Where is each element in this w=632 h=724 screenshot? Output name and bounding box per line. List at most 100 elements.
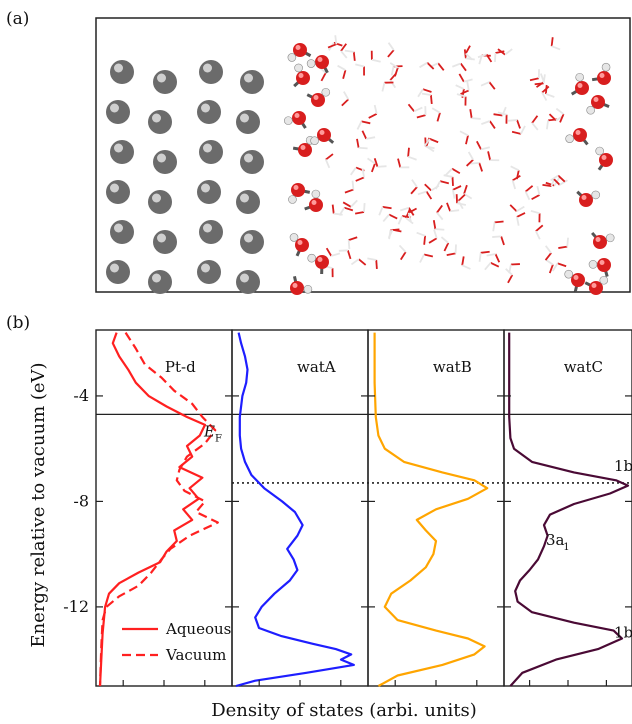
- oh-bond: [461, 264, 471, 270]
- oxygen-atom-highlight: [601, 155, 607, 160]
- hydrogen-atom: [303, 284, 313, 294]
- legend-entry: Aqueous: [165, 620, 231, 638]
- oh-bond: [333, 41, 343, 47]
- oh-bond: [516, 212, 526, 218]
- oh-bond: [548, 264, 554, 274]
- pt-atom-highlight: [201, 103, 210, 113]
- pt-atom: [236, 270, 260, 294]
- hydrogen-atom: [287, 53, 297, 62]
- oxygen-atom-highlight: [317, 257, 323, 262]
- oxygen-atom-highlight: [595, 237, 601, 242]
- oh-bond: [342, 69, 347, 80]
- pt-atom: [236, 110, 260, 134]
- oh-bond: [363, 202, 366, 213]
- oh-bond: [428, 237, 438, 244]
- oh-bond: [407, 155, 417, 161]
- oh-bond: [419, 61, 428, 69]
- oh-bond: [458, 73, 465, 83]
- orbital-label: 1b: [614, 457, 632, 475]
- oxygen-atom-highlight: [294, 113, 300, 118]
- oh-bond: [430, 94, 433, 105]
- subplot-frame: [503, 329, 632, 687]
- pt-atom: [153, 230, 177, 254]
- pt-atom: [148, 270, 172, 294]
- oh-bond: [370, 163, 376, 173]
- hydrogen-atom: [289, 233, 299, 242]
- oh-bond: [455, 84, 465, 90]
- dos-curve-aqueous: [98, 332, 207, 687]
- oxygen-atom: [579, 193, 593, 207]
- oxygen-atom-highlight: [319, 130, 325, 135]
- oh-bond: [516, 119, 521, 129]
- oh-bond: [373, 104, 378, 115]
- pt-atom: [106, 100, 130, 124]
- oh-bond: [424, 183, 432, 192]
- oh-bond: [465, 135, 469, 145]
- y-tick-label: -4: [73, 386, 89, 405]
- oh-bond: [478, 162, 483, 172]
- oh-bond: [531, 115, 539, 124]
- oh-bond: [333, 212, 343, 216]
- oh-bond: [437, 62, 445, 71]
- pt-atom-highlight: [157, 233, 166, 243]
- oh-bond: [460, 89, 470, 95]
- y-tick-label: -8: [73, 491, 89, 510]
- oh-bond: [550, 174, 559, 182]
- oh-bond: [355, 63, 365, 68]
- pt-atom: [106, 180, 130, 204]
- oh-bond: [480, 250, 490, 254]
- pt-atom-highlight: [110, 103, 119, 113]
- oh-bond: [529, 77, 540, 82]
- subplot-title: watC: [564, 358, 603, 376]
- oh-bond: [425, 145, 435, 153]
- panel-b-label: (b): [6, 313, 30, 333]
- subplot-title: Pt-d: [165, 358, 196, 376]
- oxygen-atom-highlight: [298, 73, 304, 78]
- oh-bond: [443, 174, 453, 178]
- pt-atom-highlight: [240, 273, 249, 283]
- oh-bond: [346, 250, 352, 260]
- oh-bond: [397, 158, 402, 168]
- oh-bond: [351, 180, 355, 190]
- oh-bond: [463, 193, 473, 200]
- hydrogen-atom: [599, 275, 609, 285]
- oh-bond: [417, 88, 424, 98]
- oh-bond: [443, 242, 450, 252]
- pt-atom-highlight: [152, 193, 161, 203]
- subplot-titles: Pt-d watA watB watC: [165, 358, 603, 376]
- dos-curve-watc: [508, 332, 630, 687]
- pt-atom: [110, 140, 134, 164]
- oh-bond: [557, 262, 567, 268]
- oh-bond: [534, 82, 544, 86]
- oxygen-atom-highlight: [293, 185, 299, 190]
- oh-bond: [433, 229, 438, 239]
- pt-atom-highlight: [203, 63, 212, 73]
- oh-bond: [389, 79, 397, 89]
- oh-bond: [358, 146, 368, 150]
- oh-bond: [478, 252, 482, 262]
- hydrogen-atom: [294, 63, 303, 73]
- oh-bond: [469, 109, 473, 119]
- oh-bond: [394, 67, 399, 77]
- oh-bond: [476, 140, 482, 150]
- oh-bond: [511, 130, 522, 135]
- oh-bond: [389, 62, 399, 69]
- oh-bond: [347, 240, 351, 250]
- oh-bond: [436, 204, 443, 214]
- oxygen-atom-highlight: [317, 57, 323, 62]
- oxygen-atom: [597, 71, 611, 85]
- hydrogen-atom: [605, 233, 615, 243]
- oh-bond: [500, 236, 505, 246]
- pt-atom: [199, 140, 223, 164]
- oxygen-atom-highlight: [297, 240, 303, 245]
- hydrogen-atom: [288, 195, 297, 204]
- oh-bond: [416, 231, 426, 237]
- oh-bond: [421, 92, 432, 96]
- oxygen-atom: [593, 235, 607, 249]
- oh-bond: [378, 206, 384, 216]
- pt-atom-highlight: [244, 233, 253, 243]
- oh-bond: [492, 222, 496, 232]
- oh-bond: [508, 264, 512, 274]
- pt-atom-highlight: [201, 183, 210, 193]
